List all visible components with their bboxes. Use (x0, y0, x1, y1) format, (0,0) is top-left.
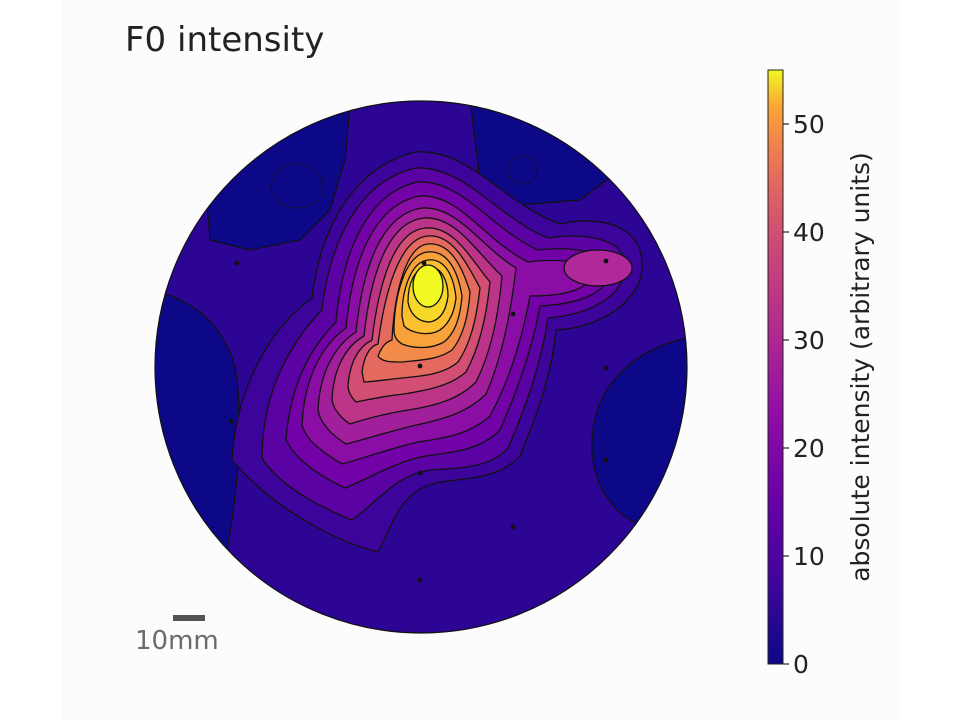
electrode-dot (510, 524, 516, 530)
chart-title: F0 intensity (125, 20, 325, 60)
scale-bar-line (173, 615, 205, 621)
electrode-dot (228, 418, 234, 424)
scale-bar-label: 10mm (135, 626, 219, 656)
colorbar-tick-label: 40 (793, 218, 825, 247)
colorbar-tick-label: 0 (793, 650, 809, 679)
low-ring-right (508, 155, 538, 185)
colorbar-tick-label: 30 (793, 326, 825, 355)
electrode-dot (234, 260, 240, 266)
colorbar: 0 10 20 30 40 50 absolute intensity (arbitrar… (767, 69, 875, 679)
electrode-dot (603, 258, 609, 264)
colorbar-tick-label: 20 (793, 434, 825, 463)
electrode-dot (417, 363, 423, 369)
scale-bar: 10mm (135, 615, 219, 656)
electrode-dots (228, 258, 609, 583)
colorbar-gradient (767, 69, 784, 665)
electrode-dot (417, 470, 423, 476)
low-ring-left (270, 163, 324, 209)
electrode-dot (417, 577, 423, 583)
contour-bands (231, 151, 643, 553)
colorbar-ticks: 0 10 20 30 40 50 (783, 110, 825, 679)
colorbar-tick-label: 50 (793, 110, 825, 139)
contour-secondary-peak (563, 249, 633, 287)
head-outline (154, 100, 688, 634)
colorbar-label: absolute intensity (arbitrary units) (846, 152, 875, 582)
colorbar-tick-label: 10 (793, 542, 825, 571)
electrode-dot (421, 260, 427, 266)
electrode-dot (603, 457, 609, 463)
electrode-dot (603, 365, 609, 371)
contour-peak (412, 264, 444, 308)
electrode-dot (510, 311, 516, 317)
